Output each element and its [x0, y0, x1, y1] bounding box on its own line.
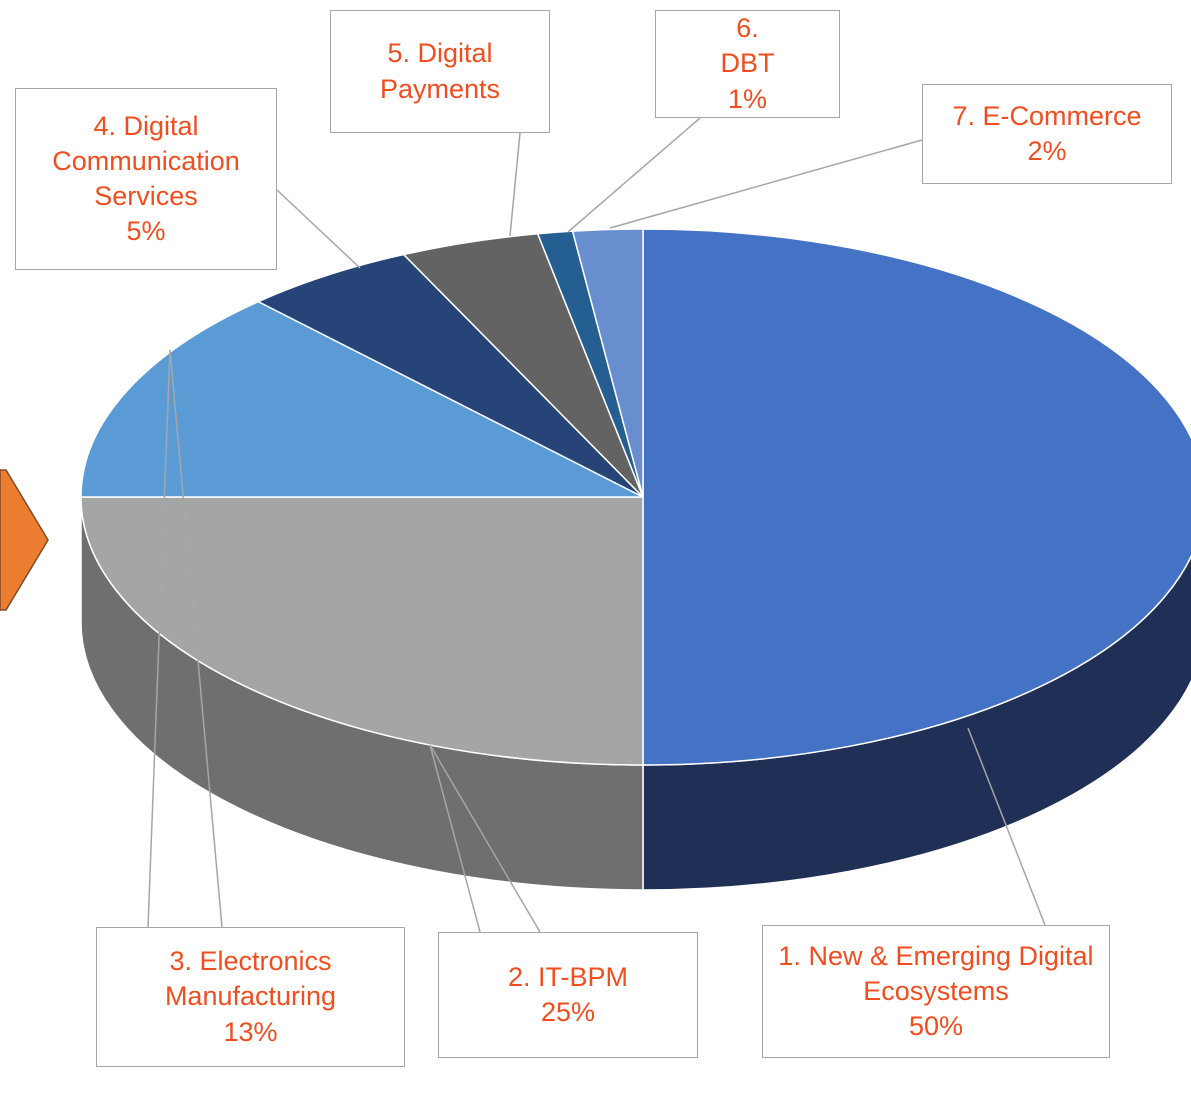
pie-slice	[80, 300, 644, 498]
value-label: 50%	[908, 1011, 964, 1042]
leader-line	[276, 189, 361, 269]
leader-line	[967, 727, 1046, 926]
arrow-shape	[0, 469, 49, 611]
leader-lines	[147, 117, 1046, 933]
value-label: 5%	[126, 216, 166, 247]
data-label: 2. IT-BPM 25%	[438, 932, 698, 1058]
leader-line	[609, 139, 923, 229]
data-label: 5. Digital Payments	[330, 10, 550, 133]
pie-slice	[571, 228, 644, 498]
category-label: 2. IT-BPM	[507, 961, 629, 992]
category-label: 6. DBT	[720, 13, 775, 79]
leader-line	[429, 744, 541, 933]
data-label: 3. Electronics Manufacturing 13%	[96, 927, 405, 1067]
data-label: 6. DBT 1%	[655, 10, 840, 118]
pie-slice	[256, 253, 644, 498]
leader-line	[567, 117, 701, 233]
value-label: 2%	[1027, 136, 1067, 166]
leader-line	[509, 132, 521, 237]
value-label: 13%	[223, 1016, 278, 1047]
pie-slice	[642, 228, 1191, 766]
pie-slice	[80, 496, 644, 766]
value-label: 25%	[540, 997, 596, 1027]
category-label: 3. Electronics Manufacturing	[164, 946, 337, 1012]
value-label: 1%	[727, 83, 768, 114]
data-label: 4. Digital Communication Services 5%	[15, 88, 277, 270]
category-label: 4. Digital Communication Services	[52, 110, 240, 211]
category-label: 7. E-Commerce	[952, 100, 1142, 131]
category-label: 1. New & Emerging Digital Ecosystems	[778, 940, 1094, 1006]
data-label: 7. E-Commerce 2%	[922, 84, 1172, 184]
category-label: 5. Digital Payments	[379, 38, 501, 104]
data-label: 1. New & Emerging Digital Ecosystems 50%	[762, 925, 1110, 1058]
pie	[80, 228, 1191, 891]
leader-line	[147, 349, 223, 928]
